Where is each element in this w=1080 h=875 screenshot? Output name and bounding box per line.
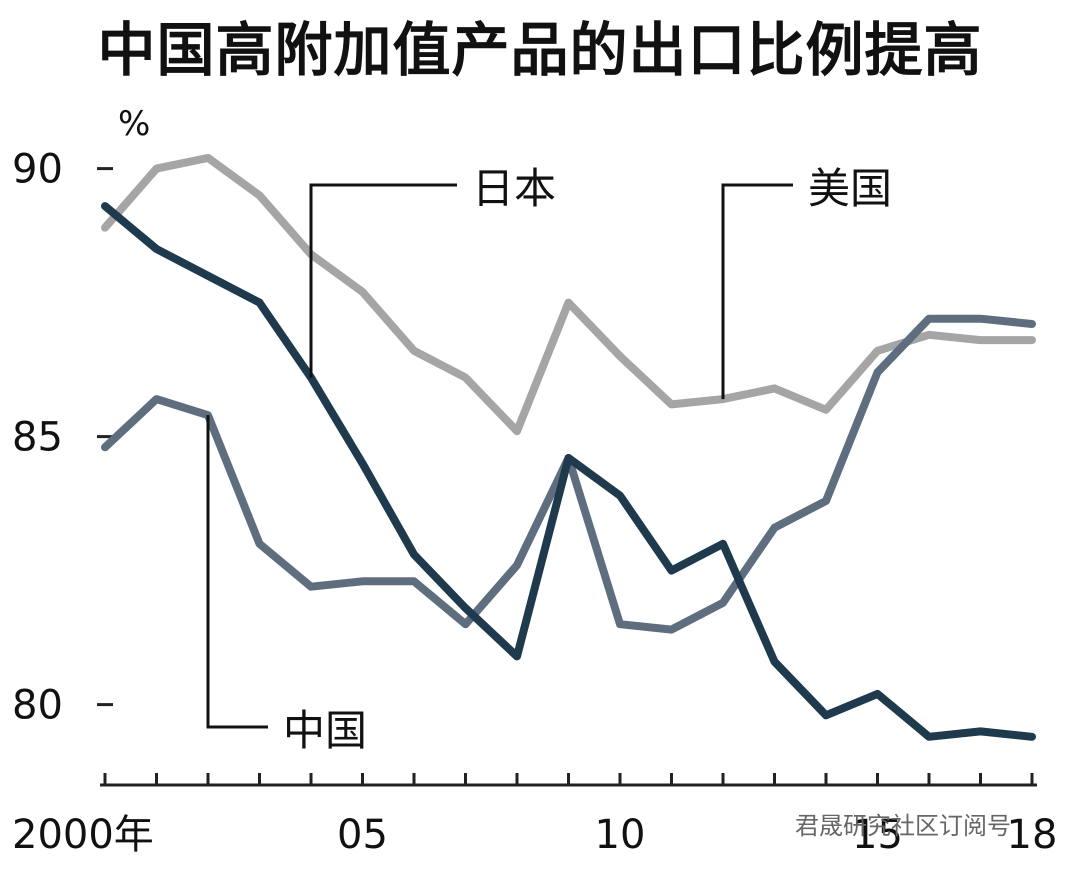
x-tick-label: 18 xyxy=(1007,812,1058,858)
series-line-japan xyxy=(101,202,1036,741)
series-label-japan: 日本 xyxy=(472,164,556,213)
y-tick-label: 90 xyxy=(12,147,63,193)
series-line-usa xyxy=(101,153,1036,436)
series-label-usa: 美国 xyxy=(808,164,892,213)
x-tick-label: 05 xyxy=(337,812,388,858)
series-line-china xyxy=(101,314,1036,634)
chart-axes: 2000年 05 10 15 18 80 85 90% xyxy=(12,104,1057,858)
leader-line-china xyxy=(206,415,268,729)
y-tick-label: 80 xyxy=(12,683,63,729)
series-lines xyxy=(101,153,1036,741)
x-tick-label: 2000年 xyxy=(12,812,154,858)
y-tick-label: 85 xyxy=(12,415,63,461)
series-label-china: 中国 xyxy=(283,706,367,755)
leader-line-japan xyxy=(309,183,457,378)
leader-line-usa xyxy=(721,183,793,400)
chart-title: 中国高附加值产品的出口比例提高 xyxy=(97,16,983,84)
watermark-text: 君晟研究社区订阅号 xyxy=(795,812,1011,840)
y-unit-label: % xyxy=(118,104,150,144)
x-tick-label: 10 xyxy=(595,812,646,858)
x-tick-label: 15 xyxy=(852,812,903,858)
